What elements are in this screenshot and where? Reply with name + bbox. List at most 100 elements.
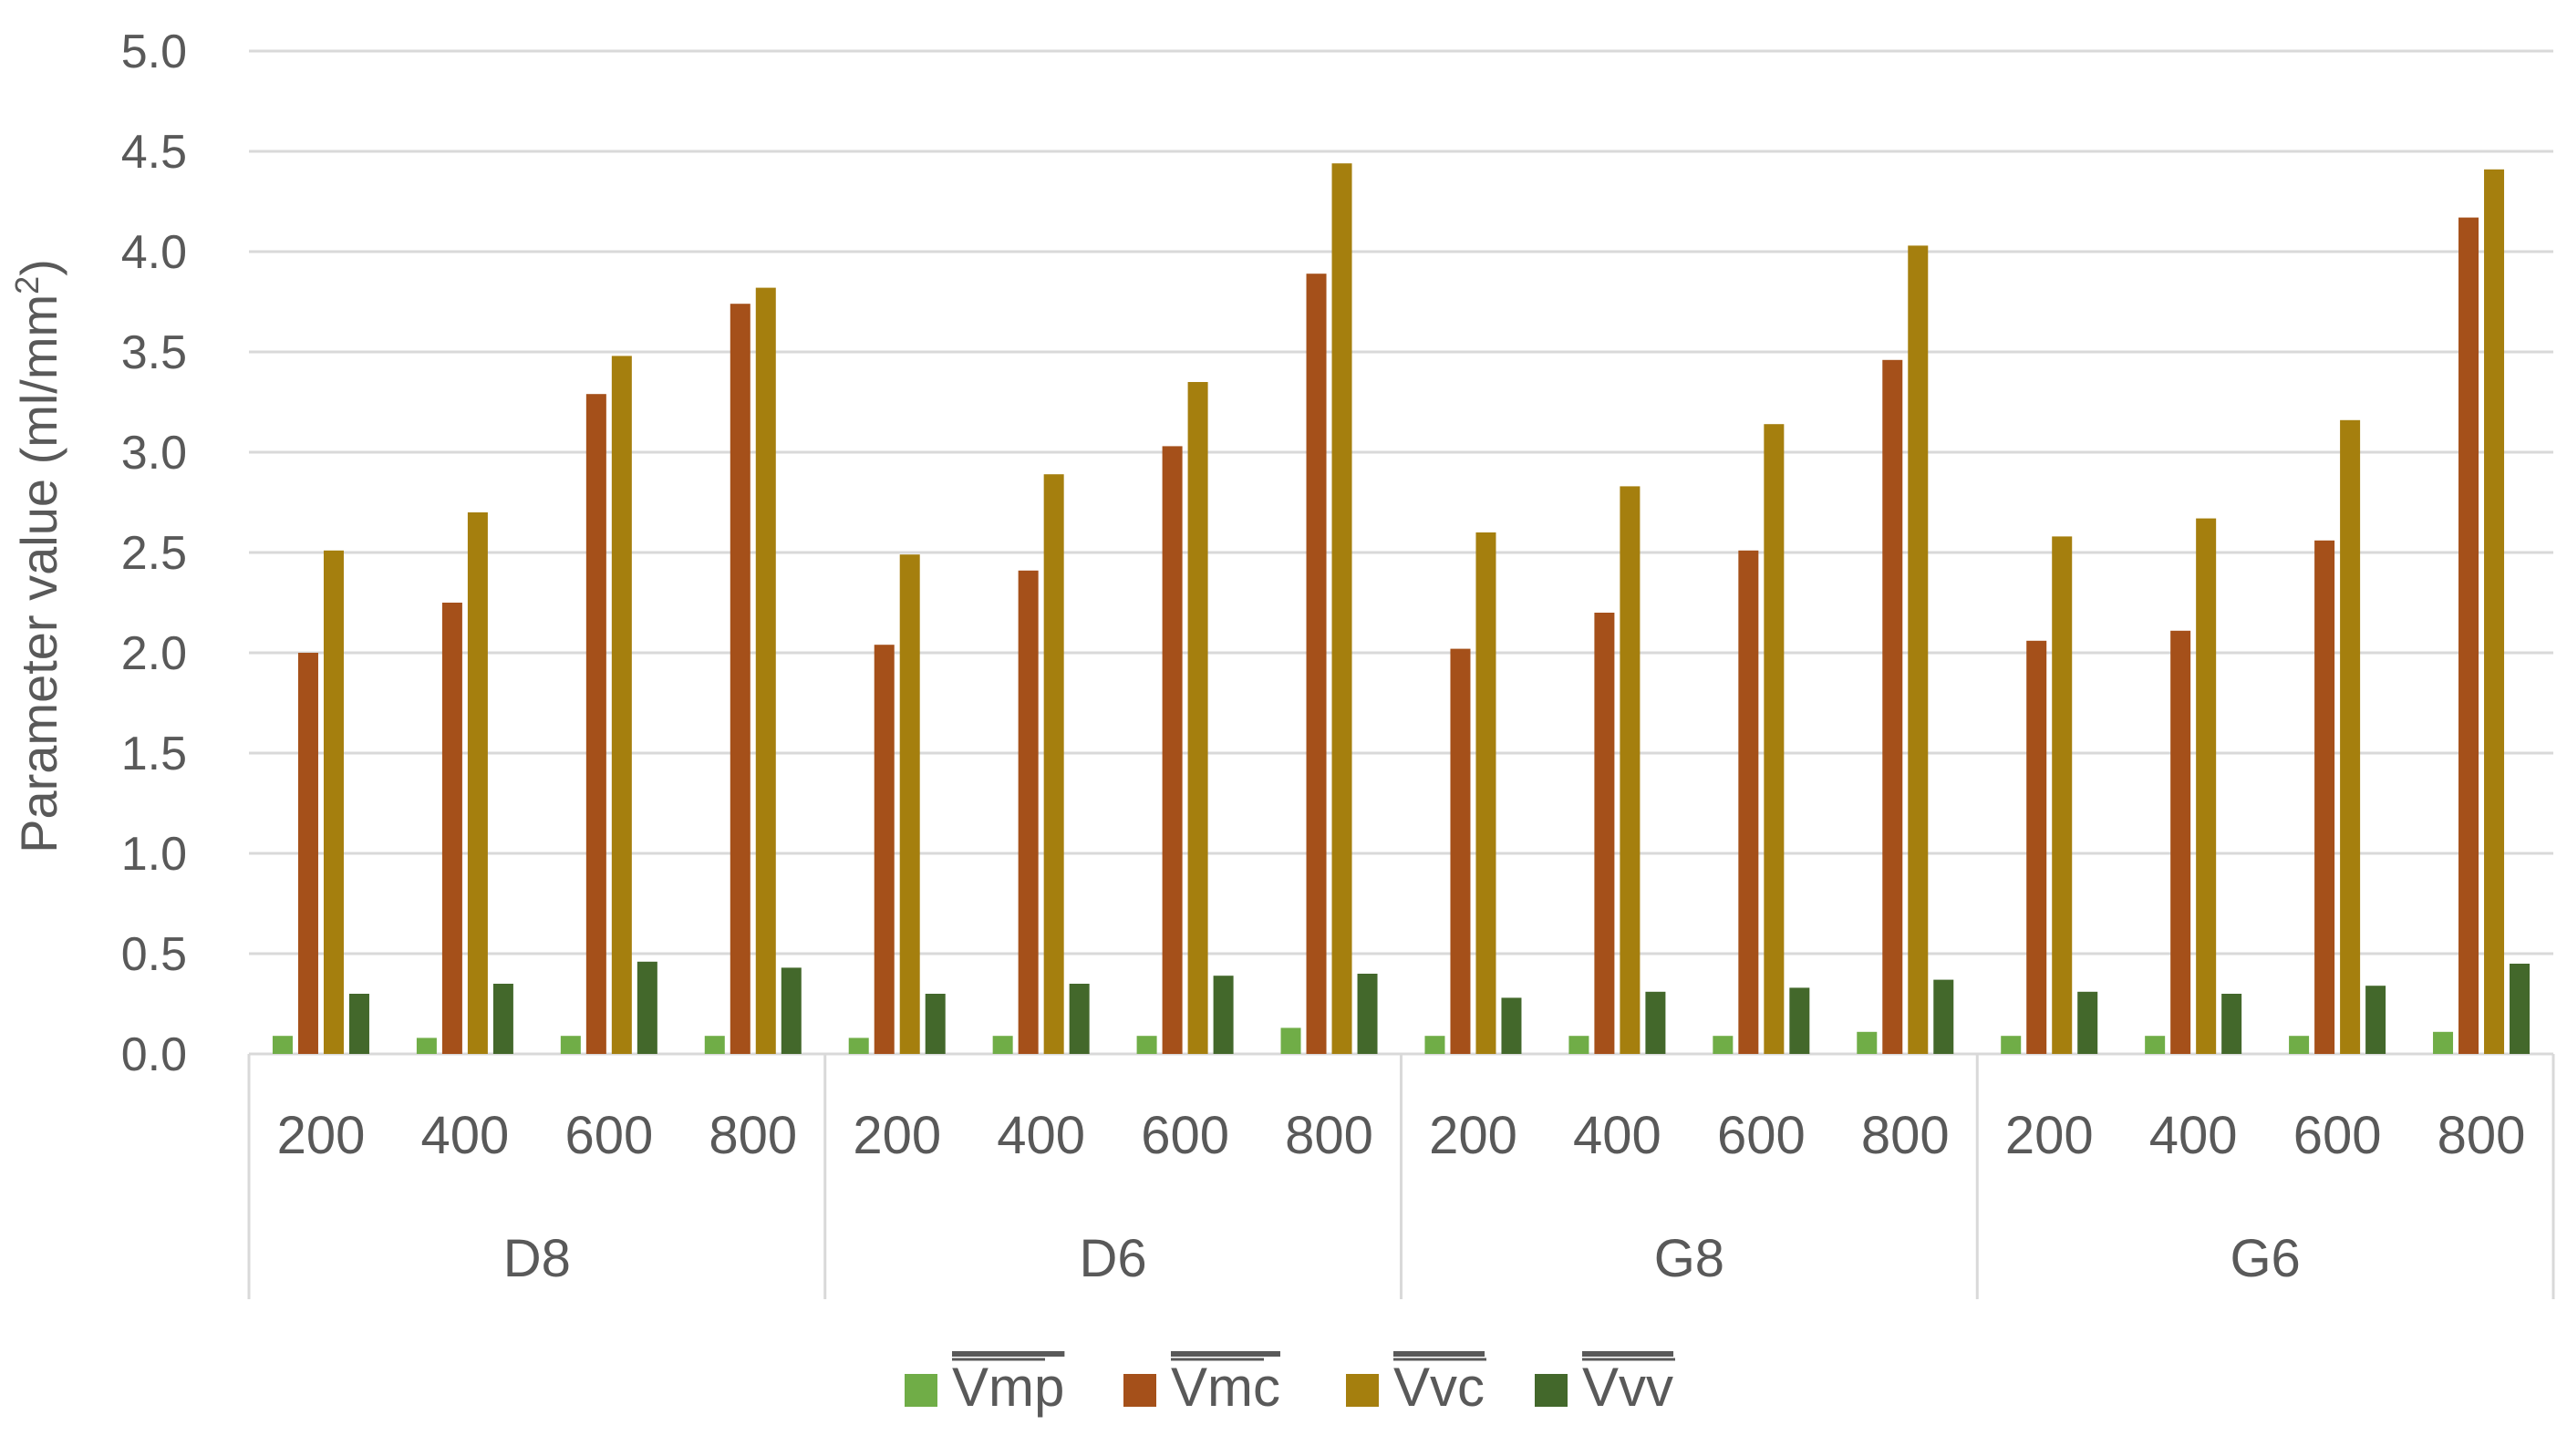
- legend-swatch-vvc: [1346, 1374, 1379, 1407]
- bar-vvc: [611, 356, 632, 1054]
- legend-label-vmc: Vmc: [1171, 1357, 1280, 1418]
- bar-vvc: [1764, 424, 1785, 1054]
- group-label: D8: [503, 1229, 571, 1288]
- bar-vmc: [1450, 648, 1471, 1054]
- x-tick-label: 600: [1141, 1106, 1229, 1165]
- x-tick-label: 200: [277, 1106, 366, 1165]
- x-tick-label: 200: [853, 1106, 941, 1165]
- bar-vvv: [1933, 979, 1954, 1054]
- bar-vmp: [2433, 1031, 2454, 1054]
- y-axis-ticks: 0.0 0.5 1.0 1.5 2.0 2.5 3.0 3.5 4.0 4.5 5.0: [121, 26, 187, 1081]
- x-axis: 200 400 600 800 D8 200 400 600 800 D6 200 400 600 800…: [247, 1054, 2555, 1299]
- bar-vmc: [1738, 550, 1759, 1054]
- bar-vmp: [272, 1036, 293, 1054]
- bars: [272, 163, 2531, 1055]
- bar-vvv: [637, 961, 657, 1054]
- legend-swatch-vvv: [1535, 1374, 1568, 1407]
- bar-vvc: [899, 554, 920, 1054]
- group-label: G6: [2230, 1229, 2300, 1288]
- y-tick-label: 3.0: [121, 427, 187, 480]
- bar-vmp: [1713, 1036, 1734, 1054]
- bar-vmp: [1136, 1036, 1157, 1054]
- bar-vvc: [1187, 382, 1208, 1054]
- y-tick-label: 4.0: [121, 226, 187, 279]
- x-tick-label: 600: [2293, 1106, 2382, 1165]
- gridlines: [249, 49, 2553, 1056]
- bar-vmc: [441, 603, 462, 1054]
- bar-vvc: [755, 287, 776, 1055]
- bar-vvv: [348, 994, 369, 1054]
- group-label: G8: [1654, 1229, 1724, 1288]
- bar-vmp: [2289, 1036, 2310, 1054]
- x-tick-label: 800: [2438, 1106, 2526, 1165]
- bar-vvv: [1789, 987, 1810, 1054]
- bar-vvc: [467, 512, 488, 1054]
- bar-vmp: [848, 1038, 869, 1054]
- bar-vmp: [992, 1036, 1013, 1054]
- bar-vmc: [1306, 274, 1327, 1054]
- bar-vvv: [1645, 991, 1666, 1054]
- x-tick-label: 600: [564, 1106, 653, 1165]
- bar-vmc: [874, 645, 895, 1054]
- y-tick-label: 1.0: [121, 828, 187, 881]
- legend: Vmp Vmc Vvc Vvv: [905, 1357, 1675, 1418]
- bar-vmp: [2145, 1036, 2166, 1054]
- bar-vvv: [2077, 991, 2098, 1054]
- bar-vvc: [2052, 536, 2073, 1054]
- bar-vmc: [1018, 570, 1039, 1054]
- bar-vmc: [2314, 540, 2335, 1054]
- bar-vvv: [925, 994, 946, 1054]
- bar-vmc: [1162, 446, 1183, 1054]
- bar-vvv: [1069, 984, 1090, 1054]
- y-tick-label: 1.5: [121, 728, 187, 780]
- bar-vmc: [2170, 630, 2191, 1054]
- x-tick-label: 400: [1573, 1106, 1661, 1165]
- y-axis-title: Parameter value (ml/mm2): [8, 259, 68, 853]
- bar-vmc: [297, 653, 318, 1054]
- bar-vvv: [2365, 986, 2386, 1054]
- x-tick-label: 800: [1285, 1106, 1373, 1165]
- bar-vvv: [2221, 994, 2242, 1054]
- x-tick-label: 800: [709, 1106, 797, 1165]
- x-tick-label: 400: [997, 1106, 1085, 1165]
- bar-vmp: [560, 1036, 581, 1054]
- bar-vvc: [2484, 169, 2505, 1055]
- bar-vvc: [1475, 532, 1496, 1054]
- y-tick-label: 4.5: [121, 126, 187, 179]
- bar-vmc: [1594, 613, 1615, 1054]
- x-tick-label: 200: [2005, 1106, 2094, 1165]
- group-label: D6: [1080, 1229, 1147, 1288]
- bar-vvv: [1501, 997, 1522, 1054]
- legend-swatch-vmp: [905, 1374, 937, 1407]
- x-tick-label: 800: [1861, 1106, 1950, 1165]
- y-axis-title-superscript: 2: [8, 276, 46, 294]
- bar-vvc: [1331, 163, 1352, 1054]
- bar-vvc: [1908, 245, 1929, 1054]
- y-tick-label: 0.5: [121, 928, 187, 981]
- bar-vvv: [492, 984, 513, 1054]
- bar-vmc: [1882, 359, 1903, 1054]
- bar-vvc: [323, 550, 344, 1054]
- x-tick-label: 600: [1717, 1106, 1806, 1165]
- bar-vvv: [781, 967, 802, 1054]
- y-tick-label: 2.5: [121, 527, 187, 580]
- bar-vmc: [2458, 217, 2479, 1055]
- y-tick-label: 2.0: [121, 627, 187, 680]
- bar-vvv: [1213, 976, 1234, 1054]
- bar-vmp: [704, 1036, 725, 1054]
- legend-label-vvv: Vvv: [1582, 1357, 1673, 1418]
- legend-label-vmp: Vmp: [952, 1357, 1064, 1418]
- x-tick-label: 200: [1429, 1106, 1517, 1165]
- bar-vvc: [2340, 419, 2361, 1054]
- bar-vvc: [2196, 518, 2217, 1054]
- legend-label-vvc: Vvc: [1393, 1357, 1485, 1418]
- y-tick-label: 0.0: [121, 1028, 187, 1081]
- legend-swatch-vmc: [1123, 1374, 1156, 1407]
- bar-vmp: [1424, 1036, 1445, 1054]
- y-tick-label: 3.5: [121, 326, 187, 379]
- y-tick-label: 5.0: [121, 26, 187, 78]
- bar-vvv: [1357, 974, 1378, 1054]
- bar-vmc: [585, 394, 606, 1054]
